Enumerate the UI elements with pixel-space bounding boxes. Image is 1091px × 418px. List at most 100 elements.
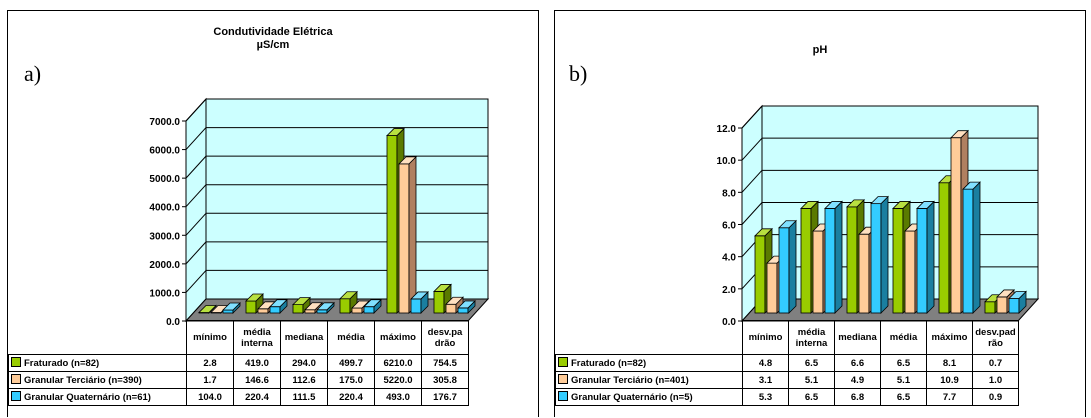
x-category-label: média interna (788, 320, 835, 355)
bar-top (351, 300, 370, 309)
data-label: 104.0 (186, 388, 234, 406)
data-label: 6.8 (834, 388, 881, 406)
data-label: 220.4 (327, 388, 375, 406)
bar-front (304, 309, 316, 314)
table-corner (556, 321, 743, 355)
y-tick-label: 1000.0 (149, 288, 180, 299)
bar-top (445, 296, 464, 305)
bar-front (410, 298, 422, 314)
data-label: 294.0 (280, 354, 328, 372)
legend-swatch (558, 391, 568, 401)
data-label: 6210.0 (374, 354, 422, 372)
legend-entry: Granular Terciário (n=401) (555, 371, 743, 389)
bar-front (858, 233, 870, 314)
gridline-side (741, 137, 763, 161)
data-label: 8.1 (926, 354, 973, 372)
bar (870, 195, 889, 314)
data-label: 7.7 (926, 388, 973, 406)
bar-front (257, 308, 269, 314)
bar-front (812, 230, 824, 314)
y-tick-label: 3000.0 (149, 231, 180, 242)
bar (1008, 290, 1027, 314)
data-label: 754.5 (421, 354, 469, 372)
data-label: 175.0 (327, 371, 375, 389)
bar-top (410, 291, 429, 300)
legend-swatch (558, 357, 568, 367)
data-table: mínimo média interna mediana média máximo desv… (8, 320, 469, 406)
bar-top (962, 181, 981, 190)
bar-top (996, 289, 1015, 298)
x-category-label: média (880, 320, 927, 355)
data-label: 305.8 (421, 371, 469, 389)
data-label: 6.5 (788, 388, 835, 406)
data-label: 6.6 (834, 354, 881, 372)
data-table: mínimo média interna mediana média máximo desv… (555, 320, 1019, 406)
bar-front (1008, 298, 1020, 314)
x-category-label: média interna (233, 320, 281, 355)
legend-entry: Fraturado (n=82) (555, 354, 743, 372)
bar-top (457, 300, 476, 309)
bar-front (892, 208, 904, 314)
bar-side (788, 219, 797, 314)
x-category-label: mediana (834, 320, 881, 355)
bar-top (363, 299, 382, 308)
bar-front (846, 206, 858, 314)
bar-front (316, 309, 328, 314)
gridline-side (185, 212, 207, 236)
panel-label: b) (569, 61, 588, 86)
gridline-side (185, 270, 207, 293)
gridline-side (741, 169, 763, 193)
data-label: 6.5 (880, 354, 927, 372)
legend-entry: Fraturado (n=82) (8, 354, 187, 372)
bar-front (904, 230, 916, 314)
bar-top (800, 201, 819, 209)
data-label: 493.0 (374, 388, 422, 406)
bar-front (386, 135, 398, 314)
chart-title: pH (812, 44, 828, 56)
bar-top (778, 220, 797, 229)
table-row: Granular Terciário (n=401) 3.1 5.1 4.9 5.1 10… (555, 371, 1019, 389)
bar-front (398, 163, 410, 314)
data-label: 10.9 (926, 371, 973, 389)
bar (457, 299, 476, 314)
data-label: 4.9 (834, 371, 881, 389)
bar-front (339, 298, 351, 314)
y-tick-label: 10.0 (717, 156, 737, 167)
series-name: Fraturado (n=82) (24, 358, 100, 369)
chart-title: Condutividade Elétrica (213, 26, 333, 38)
data-label: 6.5 (788, 354, 835, 372)
bar-front (950, 137, 962, 314)
plot-side-wall (185, 97, 207, 323)
bar-front (778, 227, 790, 314)
bar (410, 290, 429, 314)
bar-top (916, 201, 935, 209)
bar-top (316, 302, 335, 311)
data-label: 1.0 (972, 371, 1019, 389)
bar-side (408, 155, 417, 314)
x-category-label: mediana (280, 320, 328, 355)
bar-front (800, 208, 812, 314)
ph-chart-svg: 0.0 2.0 4.0 6.0 8.0 10.0 12.0 (717, 104, 1040, 328)
series-name: Granular Terciário (n=401) (571, 375, 689, 386)
y-tick-label: 4.0 (722, 253, 736, 264)
x-category-label: mínimo (742, 320, 789, 355)
series-name: Granular Quaternário (n=61) (24, 392, 151, 403)
bar-top (870, 196, 889, 205)
bar-top (198, 305, 217, 313)
bar-top (950, 130, 969, 139)
bar-front (984, 301, 996, 314)
bar-top (754, 228, 773, 237)
y-tick-label: 12.0 (717, 124, 737, 135)
data-label: 2.8 (186, 354, 234, 372)
table-row: Granular Quaternário (n=61) 104.0 220.4 111… (8, 388, 469, 406)
chart-subtitle: µS/cm (256, 39, 290, 51)
y-tick-label: 0.0 (722, 317, 736, 328)
data-label: 1.7 (186, 371, 234, 389)
plot-back-wall (205, 98, 489, 300)
bar (245, 293, 264, 314)
bar-front (766, 262, 778, 314)
data-label: 5.3 (742, 388, 789, 406)
data-label: 3.1 (742, 371, 789, 389)
bar (269, 298, 288, 314)
